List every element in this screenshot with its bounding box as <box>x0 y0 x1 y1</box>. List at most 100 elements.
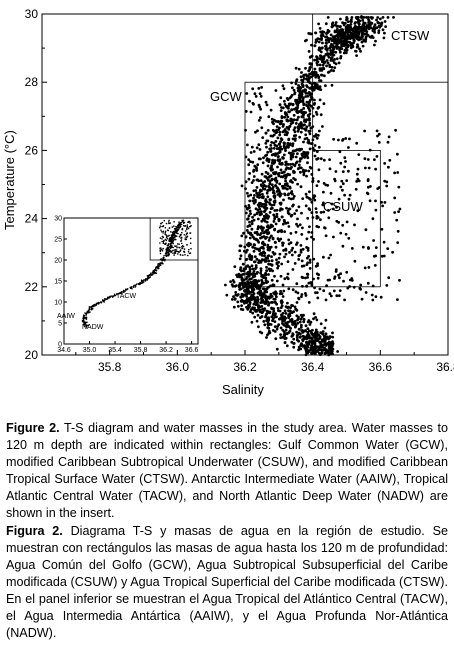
insert-point <box>167 244 169 247</box>
scatter-point <box>257 143 261 147</box>
scatter-point <box>269 198 272 202</box>
scatter-point <box>271 317 275 320</box>
scatter-point <box>247 304 250 307</box>
scatter-point <box>289 214 293 218</box>
scatter-point <box>360 31 364 35</box>
scatter-point <box>355 54 358 57</box>
scatter-point <box>261 217 265 221</box>
insert-x-tick-label: 34.6 <box>57 347 71 354</box>
scatter-point <box>277 323 281 327</box>
scatter-point <box>353 223 356 227</box>
scatter-point <box>338 150 342 154</box>
scatter-point <box>282 249 285 252</box>
scatter-point <box>291 268 295 271</box>
scatter-point <box>339 46 342 49</box>
scatter-point <box>278 159 281 163</box>
scatter-point <box>271 187 274 191</box>
scatter-point <box>300 126 304 130</box>
scatter-point <box>285 126 289 129</box>
scatter-point <box>264 256 268 260</box>
scatter-point <box>282 153 286 157</box>
insert-point <box>162 230 165 233</box>
scatter-point <box>343 43 347 46</box>
scatter-point <box>349 37 352 40</box>
scatter-point <box>300 264 304 268</box>
scatter-point <box>387 276 391 280</box>
scatter-point <box>314 38 318 42</box>
scatter-point <box>255 146 259 150</box>
scatter-point <box>233 297 237 301</box>
scatter-point <box>365 191 369 195</box>
scatter-point <box>310 235 313 239</box>
scatter-point <box>262 258 266 262</box>
scatter-point <box>318 63 322 67</box>
insert-point <box>170 236 173 238</box>
scatter-point <box>241 294 244 298</box>
scatter-point <box>342 279 345 283</box>
scatter-point <box>271 251 275 254</box>
scatter-point <box>268 311 272 315</box>
scatter-point <box>286 260 290 263</box>
scatter-point <box>350 247 354 250</box>
scatter-point <box>286 115 290 119</box>
scatter-point <box>286 98 290 101</box>
scatter-point <box>256 233 259 236</box>
insert-point <box>174 236 176 239</box>
scatter-point <box>270 259 274 263</box>
scatter-point <box>237 272 241 276</box>
scatter-point <box>314 110 318 114</box>
scatter-point <box>301 344 305 348</box>
scatter-point <box>238 282 242 285</box>
scatter-point <box>297 205 301 209</box>
scatter-point <box>245 229 249 232</box>
x-tick-label: 36.4 <box>301 360 325 374</box>
scatter-point <box>345 220 349 224</box>
scatter-point <box>283 309 287 313</box>
scatter-point <box>244 211 248 215</box>
scatter-point <box>294 148 298 152</box>
scatter-point <box>339 37 343 41</box>
scatter-point <box>348 193 352 197</box>
scatter-point <box>265 319 268 323</box>
scatter-point <box>316 276 320 280</box>
scatter-point <box>258 233 262 237</box>
scatter-point <box>339 40 343 44</box>
insert-point <box>126 288 128 291</box>
scatter-point <box>261 161 265 165</box>
scatter-point <box>290 304 293 307</box>
scatter-point <box>277 128 280 132</box>
scatter-point <box>255 247 259 251</box>
scatter-point <box>280 147 284 151</box>
scatter-point <box>301 112 305 116</box>
scatter-point <box>309 104 313 108</box>
insert-point <box>142 279 145 281</box>
y-tick-label: 26 <box>25 143 39 157</box>
scatter-point <box>238 288 242 291</box>
scatter-point <box>229 280 233 283</box>
scatter-point <box>293 139 297 142</box>
insert-point <box>172 246 174 249</box>
scatter-point <box>325 59 329 62</box>
scatter-point <box>340 179 344 183</box>
insert-point <box>179 223 182 226</box>
scatter-point <box>322 201 325 205</box>
insert-point <box>185 233 188 235</box>
scatter-point <box>314 41 318 44</box>
scatter-point <box>285 206 288 210</box>
insert-point <box>161 230 163 233</box>
insert-point <box>184 237 186 239</box>
scatter-point <box>254 266 258 269</box>
scatter-point <box>289 197 293 201</box>
scatter-point <box>281 185 285 188</box>
scatter-point <box>348 28 352 32</box>
scatter-point <box>395 218 399 222</box>
scatter-point <box>279 140 282 144</box>
insert-point <box>190 225 192 227</box>
insert-scatter-points <box>81 217 199 328</box>
scatter-point <box>307 50 311 53</box>
scatter-point <box>267 231 271 235</box>
insert-point <box>150 272 152 274</box>
scatter-point <box>249 160 252 164</box>
scatter-point <box>363 129 366 133</box>
scatter-point <box>245 92 249 95</box>
